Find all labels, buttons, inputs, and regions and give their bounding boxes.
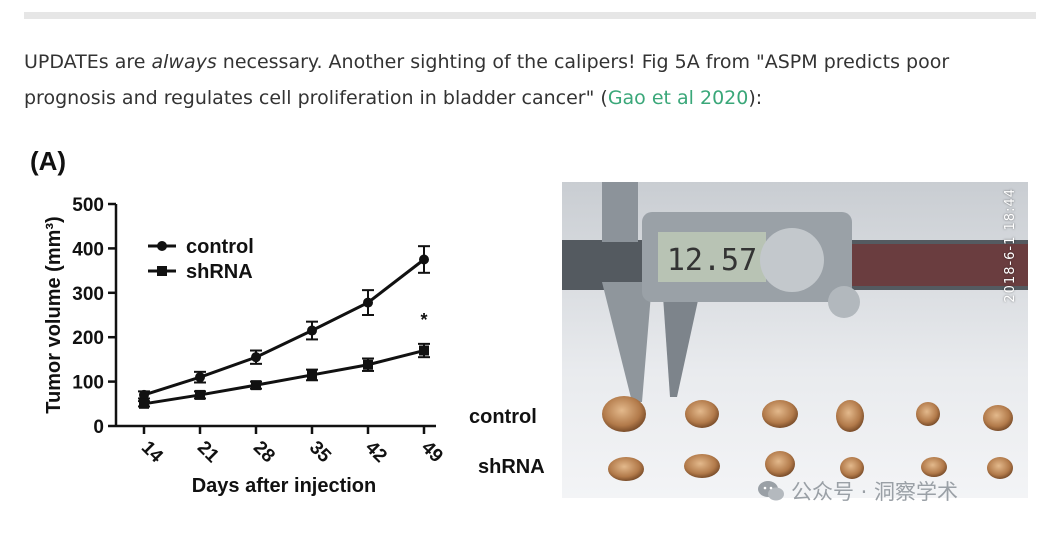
- tumor-volume-chart: 0 100 200 300 400 500 14 21 28 35 42 49 Days after i…: [43, 195, 447, 497]
- data-point: [139, 389, 149, 400]
- legend-marker: [157, 266, 167, 276]
- panel-label: (A): [30, 146, 67, 176]
- data-point: [307, 325, 317, 336]
- figure-panel-a: (A) 0 100 200 300 400 500 14 21 28 35 42 49 Days aft…: [24, 140, 564, 510]
- series-line-shrna: [143, 349, 425, 406]
- x-tick-label: 42: [361, 437, 391, 467]
- data-point: [195, 389, 205, 400]
- legend-label: shRNA: [186, 261, 253, 283]
- x-tick-label: 35: [305, 437, 335, 467]
- row-label-control: control: [469, 406, 537, 428]
- y-tick-label: 200: [72, 328, 104, 349]
- caliper-reading: 12.57: [667, 243, 757, 278]
- significance-marker: *: [420, 310, 427, 330]
- y-tick-label: 500: [72, 195, 104, 216]
- y-tick-label: 400: [72, 239, 104, 260]
- row-label-shrna: shRNA: [478, 456, 545, 478]
- x-axis-label: Days after injection: [192, 475, 377, 497]
- top-divider: [24, 12, 1036, 19]
- y-axis-label: Tumor volume (mm³): [43, 216, 65, 413]
- data-point: [139, 398, 149, 409]
- emphasis-text: always: [151, 51, 217, 73]
- tumor-row-shrna: [608, 451, 1013, 481]
- y-tick-label: 0: [93, 417, 104, 438]
- caliper-jaw: [602, 282, 652, 402]
- tumor-row-control: [602, 396, 1013, 432]
- article-paragraph: UPDATEs are always necessary. Another si…: [24, 44, 1039, 116]
- watermark-text: 公众号 · 洞察学术: [791, 480, 959, 504]
- text-segment: ):: [748, 87, 763, 109]
- legend-marker: [157, 241, 167, 251]
- x-tick-label: 14: [137, 437, 167, 467]
- x-tick-label: 28: [249, 437, 279, 467]
- series-line-control: [143, 258, 425, 397]
- data-point: [195, 372, 205, 383]
- y-tick-label: 100: [72, 373, 104, 394]
- data-point: [363, 359, 373, 370]
- watermark: 公众号 · 洞察学术: [757, 476, 958, 506]
- text-segment: UPDATEs are: [24, 51, 152, 73]
- text-segment: necessary. Another sighting of the calip…: [24, 51, 950, 109]
- wechat-icon: [758, 481, 784, 501]
- x-tick-label: 21: [193, 437, 223, 467]
- photo-date-stamp: 2018-6-1 18:44: [1003, 188, 1018, 303]
- data-point: [419, 254, 429, 265]
- data-point: [251, 380, 261, 391]
- citation-link[interactable]: Gao et al 2020: [607, 87, 749, 109]
- data-point: [251, 352, 261, 363]
- data-point: [307, 369, 317, 380]
- legend-label: control: [186, 236, 254, 258]
- caliper-tumor-photo: 12.57 2018-6-1 18:44: [562, 182, 1028, 498]
- photo-illustration: 12.57: [562, 182, 1028, 498]
- y-tick-label: 300: [72, 284, 104, 305]
- data-point: [363, 297, 373, 308]
- x-tick-label: 49: [417, 437, 447, 467]
- data-point: [419, 345, 429, 356]
- caliper-display: [658, 232, 766, 282]
